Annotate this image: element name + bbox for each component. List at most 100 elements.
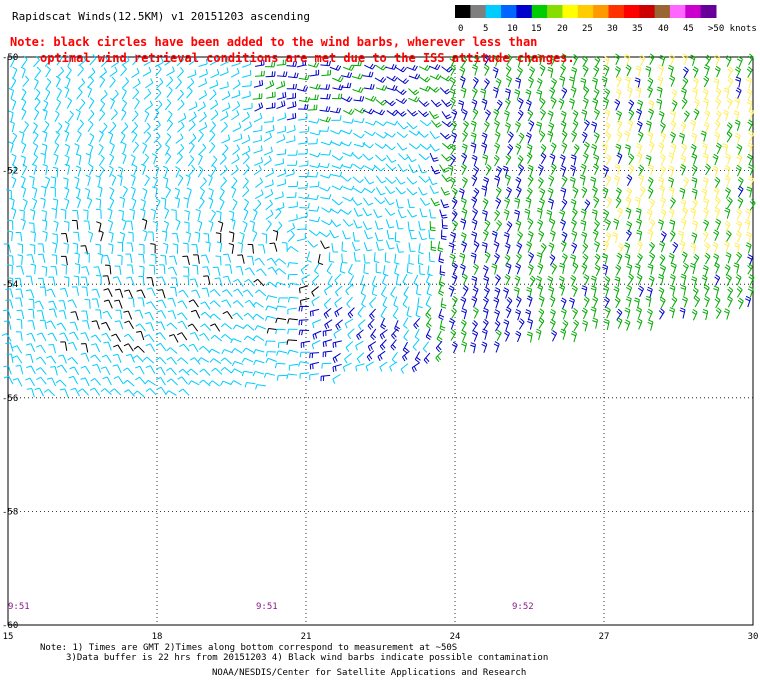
wind-barb — [64, 163, 70, 175]
wind-barb — [735, 230, 742, 243]
wind-barb — [252, 125, 263, 133]
wind-barb — [449, 177, 456, 189]
wind-barb — [198, 68, 208, 78]
wind-barb — [437, 241, 444, 253]
wind-barb — [162, 165, 169, 178]
wind-barb — [692, 66, 699, 78]
wind-barb — [735, 164, 742, 177]
wind-barb — [276, 125, 287, 134]
wind-barb — [625, 196, 632, 209]
wind-barb — [503, 110, 510, 122]
wind-barb — [614, 53, 621, 65]
wind-barb — [263, 146, 273, 156]
wind-barb — [682, 77, 689, 89]
colorbar-label: 40 — [658, 24, 669, 34]
wind-barb — [117, 174, 123, 186]
wind-barb — [746, 186, 753, 198]
wind-barb — [539, 130, 546, 143]
wind-barb — [668, 54, 675, 66]
wind-barb — [406, 188, 418, 196]
wind-barb — [558, 98, 565, 110]
wind-barb — [166, 86, 173, 98]
wind-barb — [67, 110, 74, 123]
wind-barb — [53, 220, 59, 232]
colorbar-label: 15 — [531, 24, 542, 34]
wind-barb — [406, 64, 418, 71]
wind-barb — [78, 55, 87, 67]
wind-barb — [441, 99, 452, 108]
wind-barb — [145, 78, 154, 89]
wind-barb — [678, 230, 684, 242]
wind-barb — [515, 77, 522, 89]
wind-barb — [182, 242, 189, 253]
wind-barb — [142, 229, 148, 242]
wind-barb — [64, 86, 70, 98]
wind-barb — [52, 198, 59, 210]
wind-barb — [242, 70, 252, 78]
wind-barb — [307, 138, 318, 145]
wind-barb — [680, 218, 687, 230]
wind-barb — [571, 208, 578, 220]
wind-barb — [506, 221, 513, 233]
wind-barb — [395, 199, 404, 209]
wind-barb — [634, 196, 641, 208]
wind-barb — [362, 207, 373, 217]
wind-barb — [682, 207, 688, 219]
wind-barb — [429, 74, 442, 81]
wind-barb — [386, 75, 398, 82]
wind-barb — [396, 142, 408, 151]
wind-barb — [515, 220, 522, 232]
wind-barb — [571, 130, 578, 143]
wind-barb — [493, 241, 500, 253]
wind-barb — [428, 229, 435, 240]
wind-barb — [669, 75, 676, 87]
wind-barb — [705, 54, 712, 67]
wind-barb — [353, 142, 366, 148]
colorbar-label: 35 — [632, 24, 643, 34]
wind-barb — [549, 87, 556, 99]
wind-barb — [342, 230, 351, 240]
wind-barb — [703, 98, 709, 110]
wind-barb — [329, 107, 341, 114]
wind-barb — [111, 174, 117, 186]
wind-barb — [396, 131, 408, 139]
wind-barb — [385, 63, 397, 70]
wind-barb — [691, 164, 698, 177]
wind-barb — [197, 101, 206, 112]
wind-barb — [615, 75, 622, 88]
wind-barb — [634, 77, 641, 89]
wind-barb — [406, 153, 417, 163]
wind-barb — [724, 175, 731, 187]
wind-barb — [680, 163, 687, 176]
wind-barb — [152, 176, 158, 189]
wind-barb — [73, 231, 80, 242]
wind-barb — [504, 88, 511, 100]
wind-barb — [606, 196, 613, 209]
wind-barb — [74, 143, 80, 155]
wind-barb — [668, 177, 674, 189]
wind-barb — [746, 66, 753, 78]
wind-barb — [723, 87, 730, 99]
wind-barb — [143, 122, 151, 134]
wind-barb — [450, 154, 456, 166]
wind-barb — [54, 141, 60, 154]
wind-barb — [375, 132, 388, 139]
wind-barb — [536, 121, 542, 133]
wind-barb — [394, 232, 401, 243]
wind-barb — [547, 66, 554, 78]
wind-barb — [42, 230, 48, 242]
wind-barb — [108, 131, 114, 144]
wind-barb — [210, 99, 219, 110]
wind-barb — [320, 140, 333, 146]
wind-barb — [87, 76, 95, 88]
wind-barb — [318, 162, 330, 169]
wind-barb — [220, 176, 227, 188]
wind-barb — [34, 97, 41, 110]
wind-barb — [408, 96, 420, 103]
map-title: Rapidscat Winds(12.5KM) v1 20151203 asce… — [12, 10, 310, 23]
wind-barb — [714, 65, 721, 78]
wind-barb — [183, 197, 189, 209]
wind-barb — [441, 66, 453, 73]
wind-barb — [296, 233, 307, 242]
